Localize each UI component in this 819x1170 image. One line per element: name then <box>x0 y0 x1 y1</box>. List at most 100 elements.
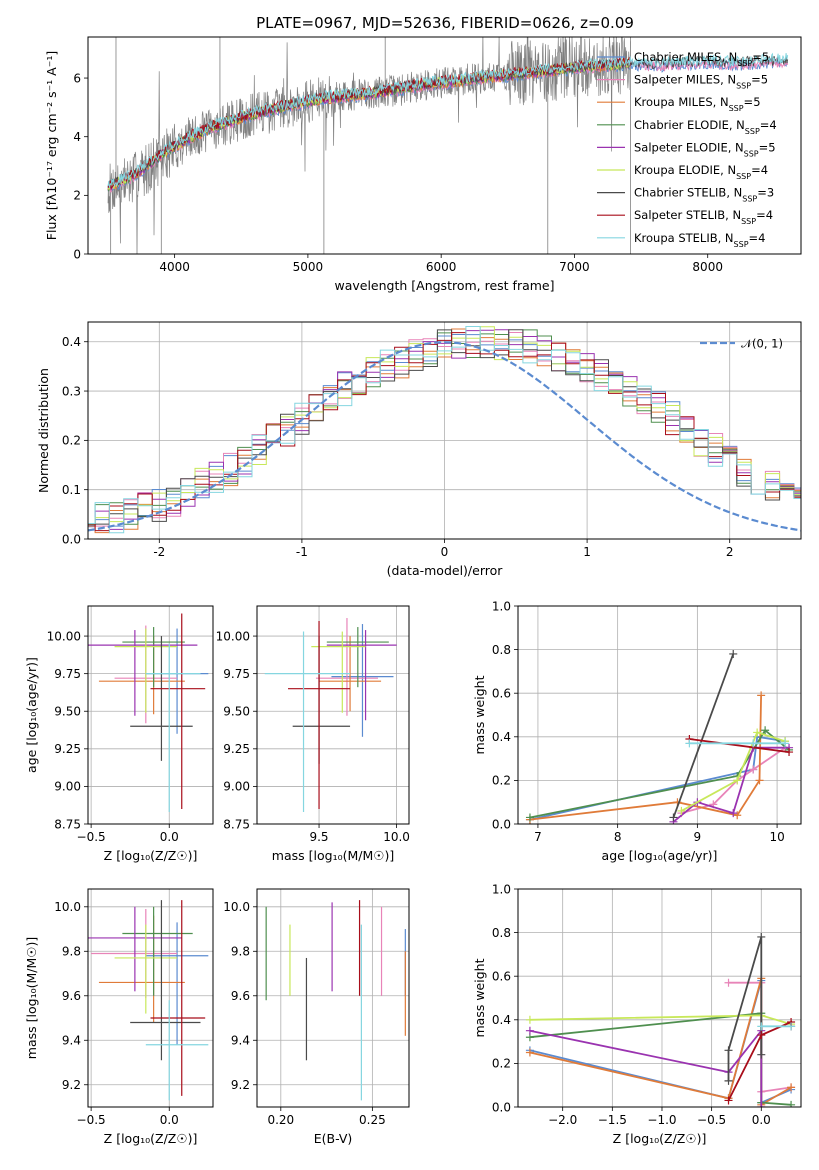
legend-nssp-sub-2: SSP <box>729 104 744 113</box>
mass-vs-metallicity-ytick-label-2: 9.6 <box>62 989 81 1003</box>
weight-vs-metallicity-series-8-point-0 <box>757 1022 766 1031</box>
weight-vs-age-xtick-label-2: 9 <box>694 830 702 844</box>
legend-entry-4: Salpeter ELODIE, NSSP=5 <box>634 140 776 158</box>
weight-vs-metallicity-ylabel: mass weight <box>472 958 487 1037</box>
legend-nssp-prefix-3: , N <box>729 118 745 132</box>
weight-vs-metallicity-ytick-label-4: 0.8 <box>492 926 511 940</box>
mass-vs-metallicity-xlabel: Z [log₁₀(Z/Z☉)] <box>104 1131 198 1146</box>
weight-vs-metallicity-ytick-label-2: 0.4 <box>492 1013 511 1027</box>
age-vs-metallicity-frame <box>87 605 214 825</box>
age-vs-mass-ytick-label-1: 9.00 <box>223 780 250 794</box>
age-vs-metallicity-ytick-label-1: 9.00 <box>54 780 81 794</box>
age-vs-metallicity-xtick-label-1: 0.0 <box>160 830 179 844</box>
residuals-ytick-label-3: 0.3 <box>62 384 81 398</box>
spectrum-model-line-8 <box>107 52 789 188</box>
age-vs-metallicity-ytick-label-2: 9.25 <box>54 742 81 756</box>
legend-model-name-2: Kroupa MILES <box>634 95 713 109</box>
mass-vs-ebv-plot-area <box>265 900 406 1101</box>
mass-vs-metallicity-frame <box>87 888 214 1108</box>
legend-nssp-sub-5: SSP <box>736 172 751 181</box>
weight-vs-age-ytick-label-0: 0.0 <box>492 817 511 831</box>
legend-nssp-value-7: 4 <box>766 208 773 222</box>
legend-entry-6: Chabrier STELIB, NSSP=3 <box>634 186 774 204</box>
spectrum-xtick-label-0: 4000 <box>159 260 190 274</box>
weight-vs-metallicity-ytick-label-0: 0.0 <box>492 1100 511 1114</box>
residual-histogram-8 <box>88 326 801 534</box>
weight-vs-metallicity-xtick-label-2: −1.0 <box>647 1113 676 1127</box>
age-vs-metallicity-ytick-label-0: 8.75 <box>54 817 81 831</box>
weight-vs-metallicity-series-5-point-0 <box>525 1015 534 1024</box>
legend-nssp-sub-8: SSP <box>734 239 749 248</box>
weight-vs-age-ytick-label-4: 0.8 <box>492 643 511 657</box>
residuals-xtick-label-3: 1 <box>583 545 591 559</box>
spectrum-xtick-label-4: 8000 <box>692 260 723 274</box>
legend-nssp-prefix-0: , N <box>721 50 737 64</box>
weight-vs-metallicity-series-6-point-3 <box>757 1050 766 1059</box>
weight-vs-metallicity-xtick-label-4: 0.0 <box>752 1113 771 1127</box>
residuals-ytick-label-0: 0.0 <box>62 532 81 546</box>
legend-nssp-prefix-8: , N <box>718 231 734 245</box>
weight-vs-age-series-3-point-2 <box>761 726 770 735</box>
weight-vs-metallicity-series-3-point-3 <box>787 1100 796 1107</box>
age-vs-metallicity-ytick-label-5: 10.00 <box>47 629 81 643</box>
legend-nssp-sub-3: SSP <box>745 126 760 135</box>
age-vs-mass-xtick-label-0: 9.5 <box>309 830 328 844</box>
age-vs-metallicity-panel: −0.5 0.0 8.75 9.00 9.25 9.50 9.75 10.00 Z [log₁₀… <box>24 605 214 863</box>
legend-nssp-eq-7: = <box>756 208 766 222</box>
residuals-xtick-label-1: -1 <box>296 545 308 559</box>
weight-vs-metallicity-series-8-point-1 <box>787 1022 796 1031</box>
legend-model-name-7: Salpeter STELIB <box>634 208 725 222</box>
legend-nssp-eq-4: = <box>759 140 769 154</box>
weight-vs-age-series-2-point-3 <box>755 776 764 785</box>
legend-model-name-3: Chabrier ELODIE <box>634 118 729 132</box>
weight-vs-age-series-5-point-0 <box>677 806 686 815</box>
spectrum-xtick-label-1: 5000 <box>293 260 324 274</box>
weight-vs-metallicity-series-6-point-2 <box>757 932 766 941</box>
legend-model-name-4: Salpeter ELODIE <box>634 140 728 154</box>
mass-vs-ebv-ytick-label-3: 9.8 <box>231 945 250 959</box>
weight-vs-metallicity-series-2-point-4 <box>787 1083 796 1092</box>
legend-model-name-0: Chabrier MILES <box>634 50 721 64</box>
legend-nssp-sub-7: SSP <box>741 217 756 226</box>
legend-nssp-prefix-6: , N <box>726 186 742 200</box>
spectrum-xtick-label-2: 6000 <box>426 260 457 274</box>
weight-vs-age-plot-area <box>525 649 794 824</box>
age-vs-mass-ytick-label-4: 9.75 <box>223 667 250 681</box>
mass-vs-ebv-ytick-label-0: 9.2 <box>231 1078 250 1092</box>
legend-nssp-value-8: 4 <box>758 231 765 245</box>
spectrum-plot-area <box>107 37 789 254</box>
legend-entry-8: Kroupa STELIB, NSSP=4 <box>634 231 766 249</box>
weight-vs-metallicity-series-line-6 <box>727 936 763 1081</box>
weight-vs-metallicity-series-1-point-0 <box>724 978 733 987</box>
weight-vs-metallicity-ytick-label-5: 1.0 <box>492 882 511 896</box>
legend-nssp-sub-4: SSP <box>744 149 759 158</box>
weight-vs-metallicity-ytick-label-1: 0.2 <box>492 1057 511 1071</box>
weight-vs-age-series-8-point-2 <box>781 739 790 748</box>
weight-vs-age-series-1-point-3 <box>749 765 758 774</box>
legend-entry-3: Chabrier ELODIE, NSSP=4 <box>634 118 777 136</box>
age-vs-metallicity-ylabel: age [log₁₀(age/yr)] <box>24 657 39 773</box>
age-vs-mass-panel: 9.5 10.0 8.75 9.00 9.25 9.50 9.75 10.00 mass [lo… <box>216 605 410 863</box>
weight-vs-metallicity-frame <box>517 888 802 1108</box>
weight-vs-age-frame <box>517 605 802 825</box>
weight-vs-age-series-7-point-1 <box>785 748 794 757</box>
legend-nssp-prefix-2: , N <box>713 95 729 109</box>
legend-nssp-eq-6: = <box>757 186 767 200</box>
weight-vs-metallicity-series-6-point-1 <box>724 1046 733 1055</box>
age-vs-metallicity-ytick-label-4: 9.75 <box>54 667 81 681</box>
age-vs-mass-xlabel: mass [log₁₀(M/M☉)] <box>272 848 394 863</box>
weight-vs-age-xtick-label-1: 8 <box>614 830 622 844</box>
legend-entry-0: Chabrier MILES, NSSP=5 <box>634 50 769 68</box>
figure-title: PLATE=0967, MJD=52636, FIBERID=0626, z=0… <box>256 14 634 32</box>
weight-vs-age-ylabel: mass weight <box>472 675 487 754</box>
weight-vs-age-ytick-label-1: 0.2 <box>492 774 511 788</box>
weight-vs-metallicity-plot-area <box>525 932 796 1107</box>
legend-nssp-value-3: 4 <box>769 118 776 132</box>
legend-model-name-6: Chabrier STELIB <box>634 186 726 200</box>
age-vs-metallicity-plot-area <box>88 613 209 812</box>
residuals-plot-area <box>88 326 801 534</box>
residuals-panel: -2 -1 0 1 2 0.0 0.1 0.2 0.3 0.4 (data-model)/error… <box>36 321 802 578</box>
mass-vs-ebv-panel: 0.20 0.25 9.2 9.4 9.6 9.8 10.0 E(B-V) <box>223 888 410 1146</box>
weight-vs-age-xtick-label-0: 7 <box>534 830 542 844</box>
